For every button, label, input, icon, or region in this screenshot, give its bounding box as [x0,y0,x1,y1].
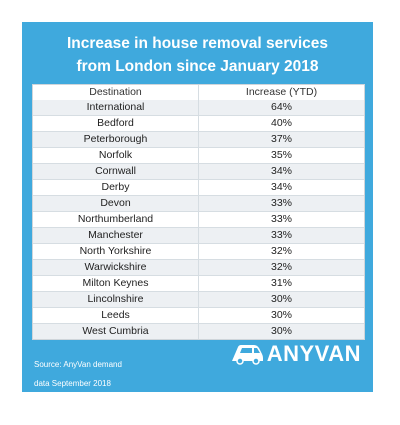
destination-cell: Northumberland [33,212,199,227]
destination-table: Destination Increase (YTD) International… [32,84,365,340]
increase-cell: 31% [270,277,292,289]
title-line-1: Increase in house removal services [66,35,329,52]
increase-cell: 35% [270,149,292,161]
data-date-text: data September 2018 [34,379,111,388]
destination-cell: Peterborough [33,132,199,147]
header-destination: Destination [33,85,199,100]
table-row: Cornwall 34% [33,163,364,179]
logo-text: ANYVAN [266,341,361,366]
increase-cell: 33% [270,197,292,209]
destination-cell: Cornwall [33,164,199,179]
table-row: Manchester 33% [33,227,364,243]
table-header-row: Destination Increase (YTD) [33,85,364,100]
destination-cell: Warwickshire [33,260,199,275]
destination-cell: Devon [33,196,199,211]
increase-cell: 32% [270,261,292,273]
header-increase: Increase (YTD) [245,86,318,98]
increase-cell: 64% [270,101,292,113]
table-row: Warwickshire 32% [33,259,364,275]
destination-cell: North Yorkshire [33,244,199,259]
table-row: Derby 34% [33,179,364,195]
increase-cell: 30% [270,325,292,337]
table-row: Bedford 40% [33,115,364,131]
table-row: Milton Keynes 31% [33,275,364,291]
table-row: Peterborough 37% [33,131,364,147]
destination-cell: Norfolk [33,148,199,163]
table-row: Northumberland 33% [33,211,364,227]
destination-cell: International [33,100,199,115]
table-row: Norfolk 35% [33,147,364,163]
table-row: Lincolnshire 30% [33,291,364,307]
table-row: West Cumbria 30% [33,323,364,339]
table-row: International 64% [33,100,364,115]
table-row: North Yorkshire 32% [33,243,364,259]
increase-cell: 32% [270,245,292,257]
destination-cell: Lincolnshire [33,292,199,307]
increase-cell: 33% [270,229,292,241]
increase-cell: 37% [270,133,292,145]
infographic-title: Increase in house removal services from … [22,32,373,78]
increase-cell: 34% [270,165,292,177]
table-body: International 64% Bedford 40% Peterborough 37… [33,100,364,339]
title-line-2: from London since January 2018 [76,58,319,75]
van-icon [231,345,263,365]
increase-cell: 30% [270,293,292,305]
increase-cell: 40% [270,117,292,129]
destination-cell: West Cumbria [33,324,199,339]
increase-cell: 30% [270,309,292,321]
destination-cell: Leeds [33,308,199,323]
increase-cell: 34% [270,181,292,193]
anyvan-logo: ANYVAN [230,342,361,366]
table-row: Leeds 30% [33,307,364,323]
increase-cell: 33% [270,213,292,225]
infographic-card: Increase in house removal services from … [22,22,373,392]
destination-cell: Manchester [33,228,199,243]
table-row: Devon 33% [33,195,364,211]
destination-cell: Bedford [33,116,199,131]
source-text: Source: AnyVan demand [34,360,122,369]
destination-cell: Derby [33,180,199,195]
destination-cell: Milton Keynes [33,276,199,291]
